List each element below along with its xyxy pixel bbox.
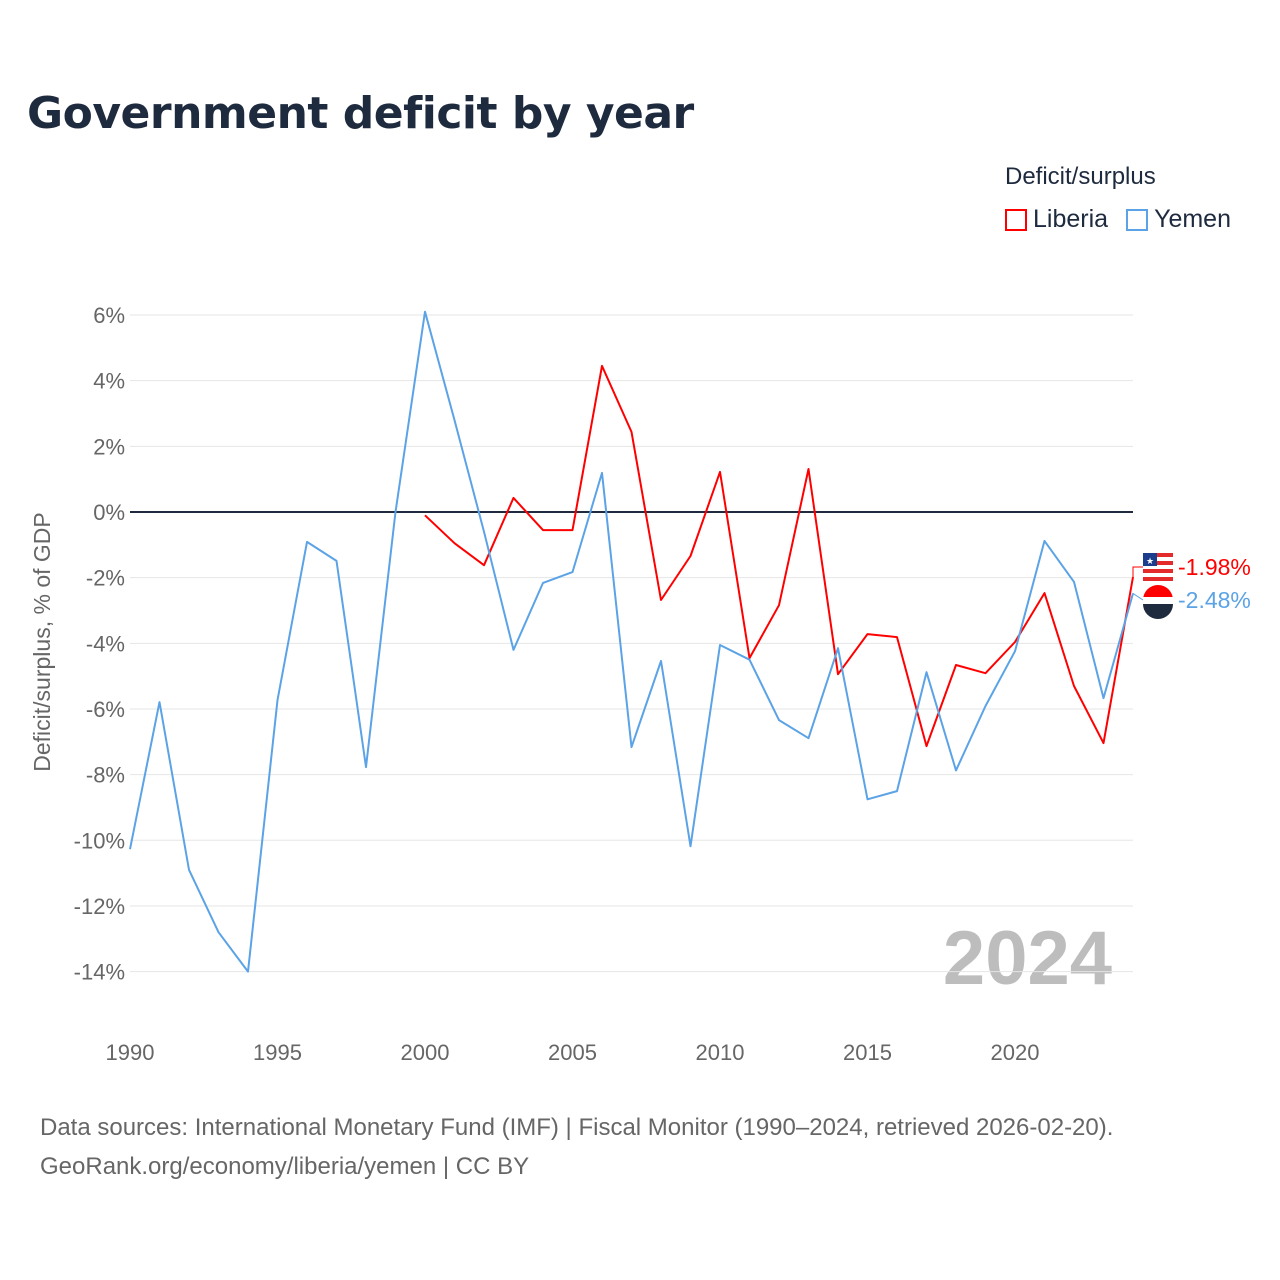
y-axis-label: Deficit/surplus, % of GDP: [29, 512, 55, 771]
y-tick-label: -2%: [86, 566, 125, 591]
end-connector-yemen: [1132, 593, 1144, 601]
y-tick-label: -14%: [74, 960, 125, 985]
end-label-liberia: -1.98%: [1178, 554, 1251, 580]
x-tick-label: 2015: [843, 1040, 892, 1065]
legend-swatch-yemen: [1126, 208, 1149, 231]
y-tick-label: 4%: [93, 369, 125, 394]
x-tick-label: 1995: [253, 1040, 302, 1065]
y-tick-label: 6%: [93, 303, 125, 328]
y-tick-label: 2%: [93, 434, 125, 459]
legend-title: Deficit/surplus: [1005, 163, 1156, 190]
legend-item-yemen[interactable]: Yemen: [1126, 205, 1231, 234]
legend-item-liberia[interactable]: Liberia: [1005, 205, 1108, 234]
legend-swatch-liberia: [1005, 208, 1027, 231]
y-tick-label: -10%: [74, 828, 125, 853]
yemen-flag-bottom: [1143, 604, 1173, 619]
end-connector-liberia: [1132, 566, 1143, 578]
x-tick-label: 2010: [696, 1040, 745, 1065]
source-line-1: Data sources: International Monetary Fun…: [40, 1114, 1114, 1141]
x-tick-label: 1990: [106, 1040, 155, 1065]
yemen-flag-top: [1143, 585, 1173, 600]
liberia-flag-star: ★: [1146, 556, 1154, 566]
x-tick-label: 2020: [991, 1040, 1040, 1065]
y-tick-label: -12%: [74, 894, 125, 919]
y-tick-label: -4%: [86, 631, 125, 656]
yemen-flag-middle: [1143, 597, 1173, 604]
x-tick-label: 2000: [401, 1040, 450, 1065]
year-watermark: 2024: [943, 916, 1112, 1001]
source-line-2[interactable]: GeoRank.org/economy/liberia/yemen | CC B…: [40, 1153, 530, 1180]
chart-title: Government deficit by year: [27, 88, 694, 139]
y-tick-label: -6%: [86, 697, 125, 722]
liberia-flag-icon: [1143, 553, 1173, 581]
x-tick-label: 2005: [548, 1040, 597, 1065]
y-tick-label: 0%: [93, 500, 125, 525]
series-line-yemen: [129, 310, 1134, 973]
end-label-yemen: -2.48%: [1178, 587, 1251, 613]
y-tick-label: -8%: [86, 763, 125, 788]
source-note: Data sources: International Monetary Fun…: [40, 1108, 1113, 1186]
legend-label-liberia: Liberia: [1033, 205, 1109, 233]
legend-label-yemen: Yemen: [1154, 205, 1231, 233]
series-line-liberia: [424, 364, 1134, 748]
legend: Liberia Yemen: [1005, 205, 1231, 234]
